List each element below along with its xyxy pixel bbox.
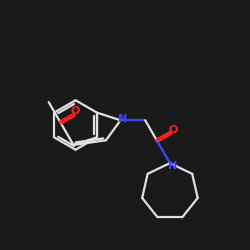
Text: N: N	[118, 114, 127, 124]
Text: O: O	[70, 106, 80, 116]
Text: O: O	[168, 125, 177, 135]
Text: N: N	[168, 160, 177, 170]
